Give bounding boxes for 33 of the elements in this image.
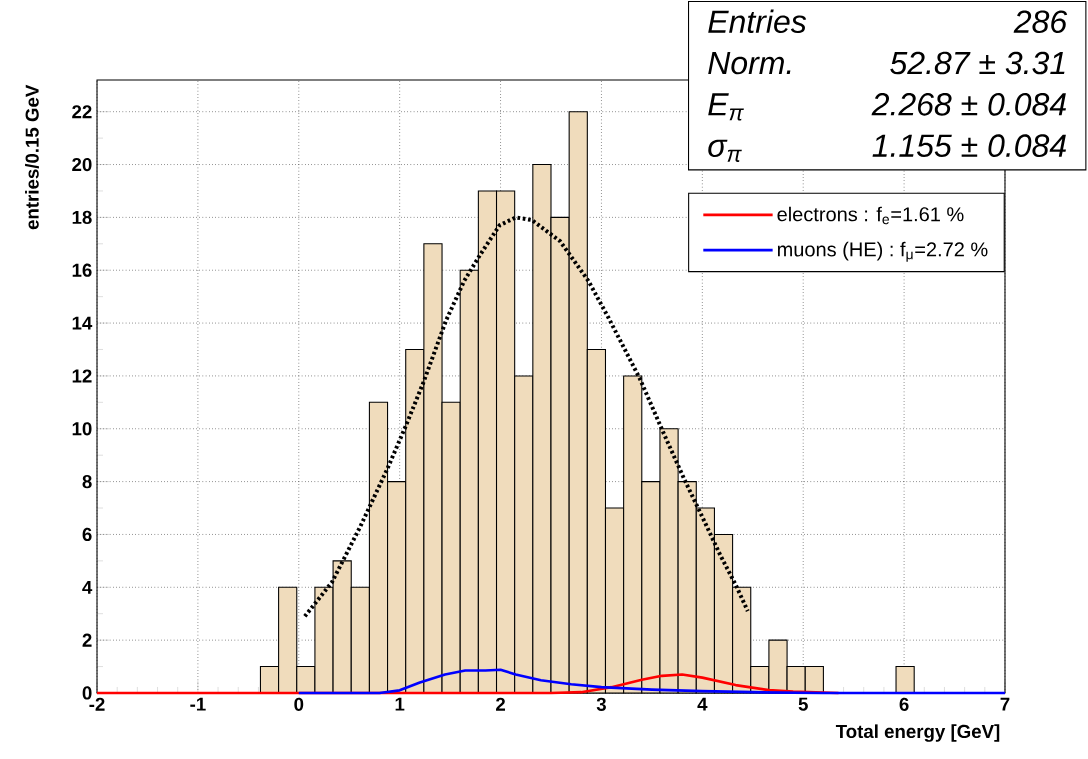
- y-tick-label: 6: [82, 527, 92, 542]
- x-tick-label: 3: [596, 697, 606, 711]
- y-tick-label: 14: [72, 316, 93, 330]
- x-tick-label: 0: [294, 697, 304, 711]
- y-tick-label: 18: [72, 210, 92, 224]
- annotation: σ$_{π}$: [708, 139, 742, 162]
- x-tick-label: 4: [697, 697, 708, 711]
- y-tick-label: 4: [82, 580, 93, 594]
- x-tick-label: -1: [190, 697, 206, 711]
- y-tick-label: 22: [72, 105, 92, 119]
- x-tick-label: 2: [496, 697, 506, 711]
- text: 286: [1013, 10, 1068, 34]
- x-tick-label: 7: [1000, 697, 1010, 711]
- annotation: 2.268 ± 0.084: [871, 93, 1066, 116]
- y-tick-label: 8: [82, 474, 92, 489]
- x-tick-label: 1: [395, 697, 405, 711]
- x-tick-label: 6: [899, 697, 909, 711]
- y-axis-title: entries/0.15 GeV: [25, 84, 39, 230]
- x-tick-label: 5: [798, 697, 808, 711]
- legend-label: electrons : f$_{e}$=1.61 %: [777, 206, 964, 225]
- y-tick-label: 20: [72, 157, 92, 172]
- line-series: [297, 668, 1007, 695]
- legend-label: muons (HE) : f$_{μ}$=2.72 %: [777, 241, 988, 262]
- y-tick-label: 12: [72, 369, 92, 383]
- x-axis-title: Total energy [GeV]: [835, 724, 1000, 742]
- annotation: E$_{π}$: [708, 93, 744, 121]
- text: Norm.: [708, 52, 791, 75]
- text: 52.87 ± 3.31: [890, 51, 1065, 75]
- y-tick-label: 16: [72, 263, 92, 277]
- y-tick-label: 2: [82, 633, 92, 647]
- text: Entries: [708, 9, 807, 34]
- y-tick-label: 10: [72, 422, 92, 436]
- annotation: 1.155 ± 0.084: [872, 134, 1066, 158]
